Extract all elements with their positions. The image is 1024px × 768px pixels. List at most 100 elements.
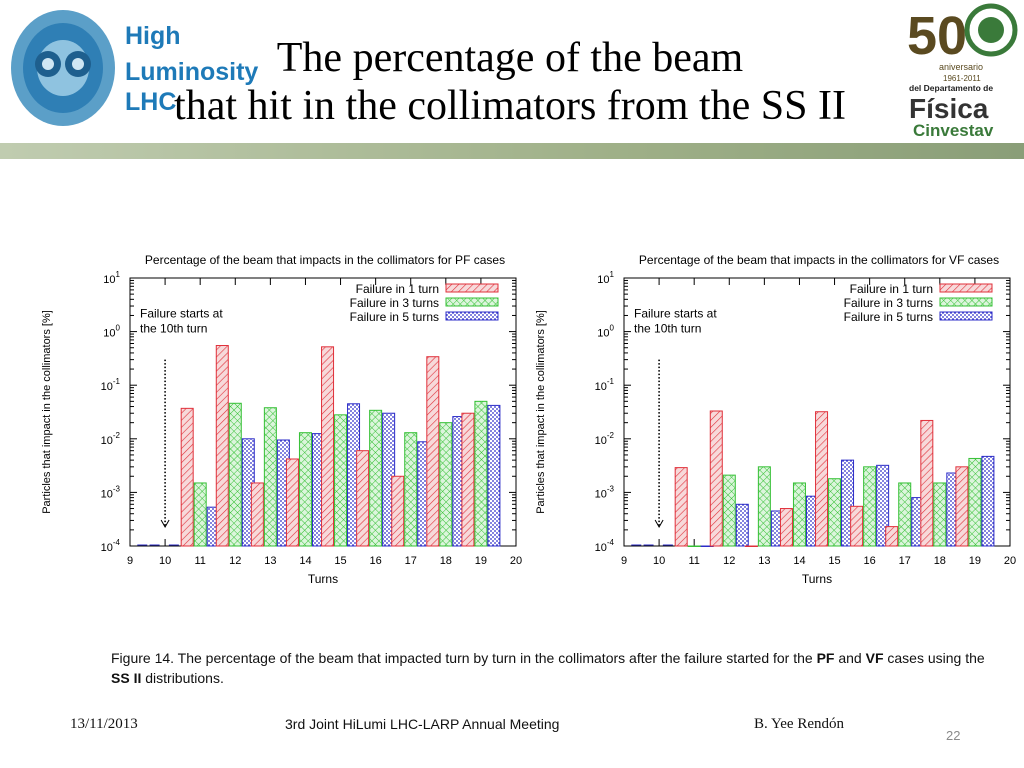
y-tick-label: 10-3 — [595, 484, 615, 500]
bar-1 — [709, 410, 723, 547]
y-tick-label: 101 — [103, 270, 120, 286]
bar-1 — [815, 411, 829, 547]
caption-bold-pf: PF — [816, 650, 835, 666]
slide-title-line1: The percentage of the beam — [276, 35, 744, 81]
bar-1 — [426, 356, 440, 547]
caption-text-3: cases using the — [883, 650, 985, 666]
y-tick-label: 10-2 — [595, 431, 615, 447]
x-tick-label: 12 — [723, 555, 735, 567]
legend-swatch — [445, 297, 499, 307]
bar-2 — [933, 482, 947, 547]
logo-text-aniversario: aniversario — [939, 62, 983, 72]
footer-author: B. Yee Rendón — [754, 716, 845, 732]
figure-caption: Figure 14. The percentage of the beam th… — [111, 648, 1001, 688]
x-tick-label: 9 — [621, 555, 627, 567]
x-tick-label: 20 — [510, 555, 522, 567]
bar-2 — [298, 432, 312, 547]
logo-text-cinvestav: Cinvestav — [913, 121, 994, 140]
footer-date: 13/11/2013 — [70, 716, 138, 732]
y-axis-label: Particles that impact in the collimators… — [535, 310, 547, 514]
x-tick-label: 18 — [934, 555, 946, 567]
caption-text-1: Figure 14. The percentage of the beam th… — [111, 650, 817, 666]
x-tick-label: 13 — [264, 555, 276, 567]
x-tick-label: 19 — [475, 555, 487, 567]
y-tick-label: 10-4 — [101, 538, 121, 554]
bar-2 — [828, 478, 842, 547]
bar-2 — [898, 482, 912, 547]
annotation-line2: the 10th turn — [140, 322, 207, 336]
x-tick-label: 10 — [159, 555, 171, 567]
bar-1 — [285, 458, 299, 547]
slide-title: The percentage of the beam that hit in t… — [70, 34, 950, 130]
y-tick-label: 10-4 — [595, 538, 615, 554]
x-axis-label: Turns — [308, 572, 338, 586]
bar-2 — [863, 466, 877, 547]
bar-2 — [968, 457, 982, 547]
y-tick-label: 100 — [597, 324, 614, 340]
chart-vf-cases: Percentage of the beam that impacts in t… — [530, 240, 1016, 590]
y-tick-label: 10-1 — [595, 377, 615, 393]
y-tick-label: 10-1 — [101, 377, 121, 393]
logo-text-years: 1961-2011 — [943, 74, 981, 83]
x-tick-label: 13 — [758, 555, 770, 567]
legend-swatch — [939, 283, 993, 293]
caption-bold-vf: VF — [865, 650, 884, 666]
x-tick-label: 14 — [299, 555, 311, 567]
bar-3 — [735, 503, 749, 547]
bar-2 — [757, 466, 771, 547]
x-tick-label: 17 — [405, 555, 417, 567]
annotation-line1: Failure starts at — [140, 307, 223, 321]
caption-bold-ssii: SS II — [111, 670, 142, 686]
bar-1 — [250, 482, 264, 547]
header-band — [0, 143, 1024, 159]
legend-label: Failure in 3 turns — [844, 296, 933, 310]
y-tick-label: 101 — [597, 270, 614, 286]
bar-2 — [404, 432, 418, 547]
caption-text-2: and — [834, 650, 866, 666]
legend-swatch — [445, 283, 499, 293]
bar-1 — [885, 526, 899, 547]
page-number: 22 — [946, 728, 961, 743]
x-tick-label: 11 — [688, 555, 699, 567]
bar-1 — [461, 412, 475, 547]
bar-1 — [391, 475, 405, 547]
y-axis-label: Particles that impact in the collimators… — [41, 310, 53, 514]
bar-1 — [321, 346, 335, 547]
bar-1 — [850, 505, 864, 547]
bar-1 — [674, 467, 688, 547]
chart-title: Percentage of the beam that impacts in t… — [639, 253, 999, 267]
logo-seal-icon — [964, 3, 1018, 57]
x-tick-label: 17 — [899, 555, 911, 567]
bar-2 — [474, 400, 488, 547]
bar-3 — [981, 455, 995, 547]
logo-text-lhc: LHC — [125, 88, 176, 116]
x-tick-label: 11 — [194, 555, 205, 567]
logo-text-departamento: del Departamento de — [909, 83, 993, 93]
caption-text-4: distributions. — [141, 670, 224, 686]
x-tick-label: 19 — [969, 555, 981, 567]
bar-2 — [722, 474, 736, 547]
x-tick-label: 16 — [370, 555, 382, 567]
cinvestav-logo: 50 aniversario 1961-2011 del Departament… — [907, 3, 1018, 140]
bar-1 — [180, 407, 194, 547]
annotation-line2: the 10th turn — [634, 322, 701, 336]
legend-swatch — [939, 297, 993, 307]
legend-swatch — [939, 311, 993, 321]
logo-text-luminosity: Luminosity — [125, 58, 258, 86]
x-tick-label: 15 — [828, 555, 840, 567]
bar-2 — [263, 407, 277, 547]
legend-label: Failure in 5 turns — [844, 310, 933, 324]
bar-1 — [920, 419, 934, 547]
legend-label: Failure in 1 turn — [850, 282, 933, 296]
hilumi-logo: High Luminosity LHC — [11, 10, 258, 126]
y-tick-label: 100 — [103, 324, 120, 340]
x-tick-label: 18 — [440, 555, 452, 567]
legend-label: Failure in 5 turns — [350, 310, 439, 324]
bar-3 — [487, 404, 501, 547]
bar-1 — [779, 508, 793, 547]
logo-text-fisica: Física — [909, 93, 989, 124]
x-axis-label: Turns — [802, 572, 832, 586]
bar-3 — [876, 464, 890, 547]
x-tick-label: 20 — [1004, 555, 1016, 567]
x-tick-label: 10 — [653, 555, 665, 567]
